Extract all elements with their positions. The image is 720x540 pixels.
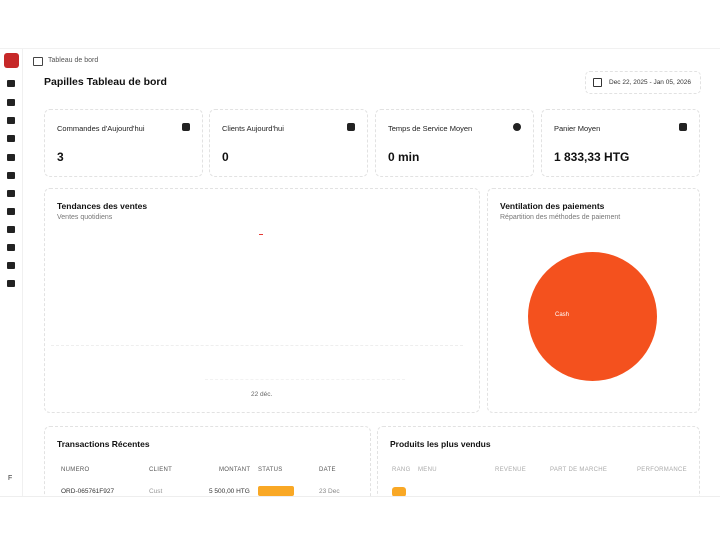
kpi-value: 1 833,33 HTG bbox=[554, 150, 630, 164]
grid-line bbox=[51, 345, 463, 346]
client: Cust bbox=[149, 488, 163, 495]
kpi-card: Temps de Service Moyen 0 min bbox=[375, 109, 534, 177]
data-point bbox=[259, 234, 263, 235]
kpi-label: Temps de Service Moyen bbox=[388, 124, 473, 133]
kpi-label: Panier Moyen bbox=[554, 124, 601, 133]
sales-trends-card: Tendances des ventes Ventes quotidiens 2… bbox=[44, 188, 480, 413]
rank-badge bbox=[392, 487, 406, 496]
sidebar-toggle[interactable] bbox=[33, 57, 43, 66]
date-range: Dec 22, 2025 - Jan 05, 2026 bbox=[609, 79, 692, 86]
pie-slice[interactable] bbox=[528, 252, 657, 381]
card-subtitle: Répartition des méthodes de paiement bbox=[500, 214, 621, 221]
nav-icon[interactable] bbox=[7, 262, 15, 269]
card-title: Tendances des ventes bbox=[57, 201, 148, 211]
transactions-card: Transactions Récentes NUMERO CLIENT MONT… bbox=[44, 426, 371, 496]
column-header: NUMERO bbox=[61, 467, 90, 473]
card-subtitle: Ventes quotidiens bbox=[57, 214, 113, 221]
column-header: DATE bbox=[319, 467, 336, 473]
slice-label: Cash bbox=[555, 312, 570, 318]
kpi-value: 0 min bbox=[388, 150, 420, 164]
nav-icon[interactable] bbox=[7, 208, 15, 215]
calendar-icon bbox=[593, 78, 602, 87]
card-title: Produits les plus vendus bbox=[390, 439, 491, 449]
nav-icon[interactable] bbox=[7, 99, 15, 106]
nav-icon[interactable] bbox=[7, 154, 15, 161]
status-badge bbox=[258, 486, 294, 496]
column-header: PART DE MARCHE bbox=[550, 467, 608, 473]
sidebar: F bbox=[0, 49, 23, 496]
axis-line bbox=[205, 379, 405, 380]
app-frame: F Tableau de bord Papilles Tableau de bo… bbox=[0, 48, 720, 497]
column-header: CLIENT bbox=[149, 467, 173, 473]
kpi-icon bbox=[182, 123, 190, 131]
column-header: REVENUE bbox=[495, 467, 527, 473]
column-header: MENU bbox=[418, 467, 437, 473]
breadcrumb[interactable]: Tableau de bord bbox=[48, 57, 99, 64]
column-header: PERFORMANCE bbox=[637, 467, 687, 473]
user-initial[interactable]: F bbox=[8, 475, 13, 482]
kpi-icon bbox=[347, 123, 355, 131]
nav-icon[interactable] bbox=[7, 135, 15, 142]
kpi-value: 3 bbox=[57, 150, 64, 164]
x-tick-label: 22 déc. bbox=[251, 391, 273, 398]
kpi-icon bbox=[679, 123, 687, 131]
nav-icon[interactable] bbox=[7, 80, 15, 87]
order-number: ORD-065761F927 bbox=[61, 488, 115, 495]
payments-card: Ventilation des paiements Répartition de… bbox=[487, 188, 700, 413]
kpi-icon bbox=[513, 123, 521, 131]
kpi-card: Commandes d'Aujourd'hui 3 bbox=[44, 109, 203, 177]
kpi-card: Clients Aujourd'hui 0 bbox=[209, 109, 368, 177]
nav-icon[interactable] bbox=[7, 172, 15, 179]
kpi-label: Clients Aujourd'hui bbox=[222, 124, 284, 133]
column-header: STATUS bbox=[258, 467, 283, 473]
page-title: Papilles Tableau de bord bbox=[44, 76, 167, 88]
kpi-card: Panier Moyen 1 833,33 HTG bbox=[541, 109, 700, 177]
logo[interactable] bbox=[4, 53, 19, 68]
card-title: Transactions Récentes bbox=[57, 439, 150, 449]
nav-icon[interactable] bbox=[7, 117, 15, 124]
nav-icon[interactable] bbox=[7, 226, 15, 233]
card-title: Ventilation des paiements bbox=[500, 201, 605, 211]
nav-icon[interactable] bbox=[7, 280, 15, 287]
nav-icon[interactable] bbox=[7, 190, 15, 197]
nav-icon[interactable] bbox=[7, 244, 15, 251]
date: 23 Dec bbox=[319, 488, 340, 495]
column-header: MONTANT bbox=[219, 467, 251, 473]
column-header: RANG bbox=[392, 467, 411, 473]
top-products-card: Produits les plus vendus RANG MENU REVEN… bbox=[377, 426, 700, 496]
kpi-label: Commandes d'Aujourd'hui bbox=[57, 124, 145, 133]
kpi-value: 0 bbox=[222, 150, 229, 164]
amount: 5 500,00 HTG bbox=[209, 488, 250, 495]
date-range-picker[interactable]: Dec 22, 2025 - Jan 05, 2026 bbox=[585, 71, 701, 94]
